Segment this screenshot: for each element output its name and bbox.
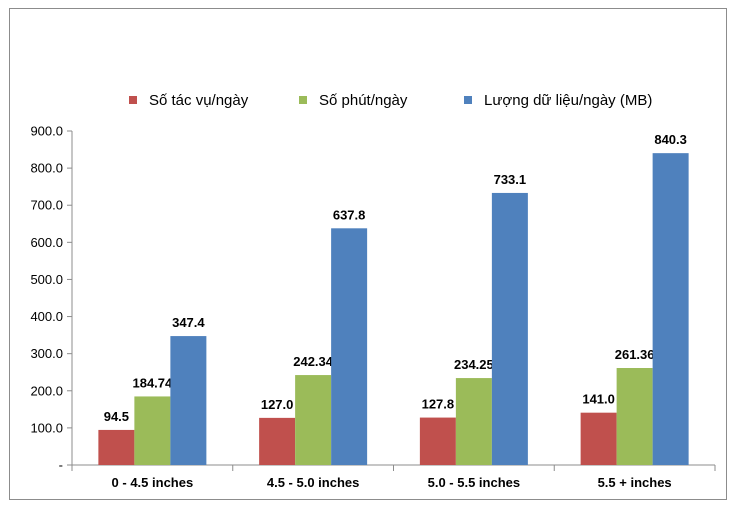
data-label: 234.25 xyxy=(454,357,494,372)
legend-label: Lượng dữ liệu/ngày (MB) xyxy=(484,92,652,109)
x-category-label: 4.5 - 5.0 inches xyxy=(267,475,360,490)
legend-swatch xyxy=(129,96,137,104)
chart-frame: - 100.0 200.0 300.0 400.0 500.0 600.0 700.0 800.… xyxy=(9,8,727,500)
y-tick-label: 900.0 xyxy=(30,124,63,139)
data-label: 184.74 xyxy=(132,375,173,390)
data-label: 840.3 xyxy=(654,132,687,147)
data-label: 141.0 xyxy=(582,392,615,407)
bar xyxy=(295,375,332,465)
x-category-label: 5.0 - 5.5 inches xyxy=(428,475,521,490)
y-tick-label: 200.0 xyxy=(30,383,63,398)
bar xyxy=(331,228,368,465)
bar xyxy=(98,429,135,465)
y-tick-label: 600.0 xyxy=(30,235,63,250)
legend-swatch xyxy=(464,96,472,104)
x-category-label: 5.5 + inches xyxy=(598,475,672,490)
bar xyxy=(455,378,492,465)
data-label: 127.0 xyxy=(261,397,294,412)
y-tick-label: - xyxy=(59,458,63,473)
data-label: 347.4 xyxy=(172,315,205,330)
data-label: 733.1 xyxy=(494,172,527,187)
bar-chart: - 100.0 200.0 300.0 400.0 500.0 600.0 700.0 800.… xyxy=(30,92,716,490)
data-label: 261.36 xyxy=(615,347,655,362)
data-label: 242.34 xyxy=(293,354,334,369)
bar xyxy=(491,192,528,465)
bar xyxy=(580,412,617,465)
bar xyxy=(170,336,207,465)
data-label: 94.5 xyxy=(104,409,129,424)
data-label: 637.8 xyxy=(333,207,366,222)
y-tick-label: 700.0 xyxy=(30,198,63,213)
y-tick-label: 100.0 xyxy=(30,420,63,435)
bar xyxy=(652,153,689,465)
y-tick-label: 500.0 xyxy=(30,272,63,287)
y-tick-label: 400.0 xyxy=(30,309,63,324)
y-tick-label: 800.0 xyxy=(30,161,63,176)
legend-label: Số phút/ngày xyxy=(319,92,408,109)
bar xyxy=(616,368,653,465)
legend-label: Số tác vụ/ngày xyxy=(149,92,249,109)
x-category-label: 0 - 4.5 inches xyxy=(112,475,194,490)
legend-swatch xyxy=(299,96,307,104)
bar xyxy=(134,396,171,465)
bar xyxy=(259,417,296,465)
bar xyxy=(419,417,456,465)
y-tick-label: 300.0 xyxy=(30,346,63,361)
data-label: 127.8 xyxy=(422,397,455,412)
